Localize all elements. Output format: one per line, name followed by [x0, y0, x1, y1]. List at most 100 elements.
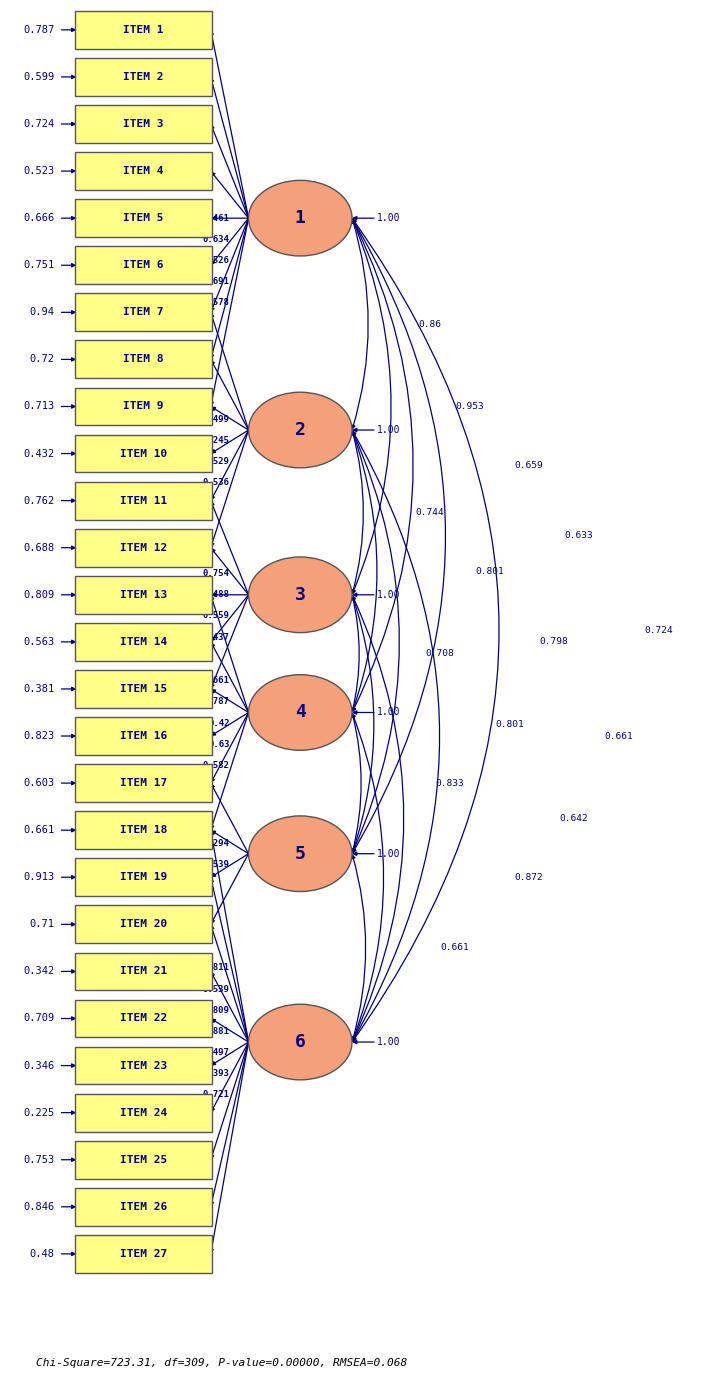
- Text: 0.539: 0.539: [203, 860, 230, 868]
- Text: 0.744: 0.744: [415, 508, 444, 517]
- Text: 0.526: 0.526: [203, 256, 230, 265]
- Text: 1.00: 1.00: [377, 849, 400, 859]
- FancyBboxPatch shape: [75, 576, 212, 614]
- FancyBboxPatch shape: [75, 717, 212, 755]
- Text: 0.661: 0.661: [440, 943, 469, 953]
- FancyBboxPatch shape: [75, 1235, 212, 1273]
- Text: 0.798: 0.798: [540, 637, 569, 647]
- Text: 0.529: 0.529: [203, 457, 230, 467]
- Text: ITEM 23: ITEM 23: [120, 1061, 167, 1071]
- Text: 0.634: 0.634: [203, 235, 230, 244]
- FancyBboxPatch shape: [75, 435, 212, 472]
- Text: ITEM 3: ITEM 3: [123, 119, 164, 129]
- FancyBboxPatch shape: [75, 1047, 212, 1084]
- Text: ITEM 1: ITEM 1: [123, 25, 164, 35]
- FancyBboxPatch shape: [75, 623, 212, 661]
- Text: 0.801: 0.801: [475, 566, 504, 576]
- Text: 0.801: 0.801: [495, 720, 523, 729]
- Text: 0.603: 0.603: [23, 778, 54, 788]
- FancyBboxPatch shape: [75, 105, 212, 143]
- Ellipse shape: [248, 674, 352, 751]
- Text: 0.488: 0.488: [203, 590, 230, 600]
- Text: 0.499: 0.499: [203, 416, 230, 424]
- Text: 2: 2: [295, 421, 306, 439]
- Text: 0.762: 0.762: [23, 496, 54, 506]
- Text: ITEM 18: ITEM 18: [120, 825, 167, 835]
- FancyBboxPatch shape: [75, 812, 212, 849]
- Text: 0.225: 0.225: [23, 1108, 54, 1118]
- Text: 0.342: 0.342: [23, 967, 54, 976]
- Text: 0.823: 0.823: [23, 731, 54, 741]
- Text: 0.42: 0.42: [208, 719, 230, 727]
- FancyBboxPatch shape: [75, 529, 212, 566]
- Text: 0.881: 0.881: [203, 1026, 230, 1036]
- Text: 0.381: 0.381: [23, 684, 54, 694]
- Text: 0.63: 0.63: [208, 740, 230, 749]
- Text: ITEM 13: ITEM 13: [120, 590, 167, 600]
- Text: 0.846: 0.846: [23, 1202, 54, 1212]
- FancyBboxPatch shape: [75, 1000, 212, 1037]
- Text: ITEM 24: ITEM 24: [120, 1108, 167, 1118]
- FancyBboxPatch shape: [75, 11, 212, 48]
- Text: 0.724: 0.724: [644, 626, 673, 634]
- Text: 1.00: 1.00: [377, 1037, 400, 1047]
- Text: 0.461: 0.461: [203, 213, 230, 223]
- Text: ITEM 17: ITEM 17: [120, 778, 167, 788]
- FancyBboxPatch shape: [75, 670, 212, 708]
- Text: ITEM 14: ITEM 14: [120, 637, 167, 647]
- Text: ITEM 27: ITEM 27: [120, 1249, 167, 1259]
- Text: 0.809: 0.809: [23, 590, 54, 600]
- Text: 0.578: 0.578: [203, 298, 230, 307]
- Text: 6: 6: [295, 1033, 306, 1051]
- Text: 0.913: 0.913: [23, 873, 54, 882]
- Text: 0.691: 0.691: [203, 277, 230, 287]
- Ellipse shape: [248, 180, 352, 256]
- Text: ITEM 25: ITEM 25: [120, 1155, 167, 1165]
- FancyBboxPatch shape: [75, 247, 212, 284]
- Text: 0.563: 0.563: [23, 637, 54, 647]
- Text: 4: 4: [295, 704, 306, 722]
- FancyBboxPatch shape: [75, 1094, 212, 1132]
- Text: ITEM 7: ITEM 7: [123, 307, 164, 317]
- Text: 0.753: 0.753: [23, 1155, 54, 1165]
- Text: 0.787: 0.787: [203, 698, 230, 706]
- Text: 0.659: 0.659: [515, 461, 543, 470]
- Text: ITEM 20: ITEM 20: [120, 920, 167, 929]
- FancyBboxPatch shape: [75, 953, 212, 990]
- Text: 0.94: 0.94: [29, 307, 54, 317]
- Text: 0.559: 0.559: [203, 612, 230, 620]
- Text: ITEM 11: ITEM 11: [120, 496, 167, 506]
- Text: 0.833: 0.833: [435, 778, 464, 788]
- Text: ITEM 8: ITEM 8: [123, 355, 164, 364]
- Text: 0.661: 0.661: [23, 825, 54, 835]
- Text: 1: 1: [295, 209, 306, 227]
- Text: 0.437: 0.437: [203, 633, 230, 641]
- Text: 1.00: 1.00: [377, 425, 400, 435]
- Text: ITEM 19: ITEM 19: [120, 873, 167, 882]
- FancyBboxPatch shape: [75, 294, 212, 331]
- Ellipse shape: [248, 557, 352, 633]
- Text: 0.953: 0.953: [455, 402, 484, 411]
- Text: 0.787: 0.787: [23, 25, 54, 35]
- Text: 5: 5: [295, 845, 306, 863]
- FancyBboxPatch shape: [75, 765, 212, 802]
- Text: ITEM 12: ITEM 12: [120, 543, 167, 553]
- Text: ITEM 22: ITEM 22: [120, 1014, 167, 1024]
- Text: 0.751: 0.751: [23, 260, 54, 270]
- Text: ITEM 5: ITEM 5: [123, 213, 164, 223]
- Text: 0.642: 0.642: [560, 814, 589, 823]
- Text: 0.811: 0.811: [203, 964, 230, 972]
- Text: 0.294: 0.294: [203, 839, 230, 848]
- Text: Chi-Square=723.31, df=309, P-value=0.00000, RMSEA=0.068: Chi-Square=723.31, df=309, P-value=0.000…: [36, 1359, 407, 1368]
- Text: ITEM 15: ITEM 15: [120, 684, 167, 694]
- Text: 0.666: 0.666: [23, 213, 54, 223]
- FancyBboxPatch shape: [75, 906, 212, 943]
- Text: 1.00: 1.00: [377, 708, 400, 717]
- Text: 0.721: 0.721: [203, 1090, 230, 1100]
- Text: ITEM 2: ITEM 2: [123, 72, 164, 82]
- Text: 0.539: 0.539: [203, 985, 230, 993]
- FancyBboxPatch shape: [75, 1141, 212, 1179]
- Text: 0.633: 0.633: [564, 532, 594, 540]
- Text: ITEM 9: ITEM 9: [123, 402, 164, 411]
- Text: ITEM 21: ITEM 21: [120, 967, 167, 976]
